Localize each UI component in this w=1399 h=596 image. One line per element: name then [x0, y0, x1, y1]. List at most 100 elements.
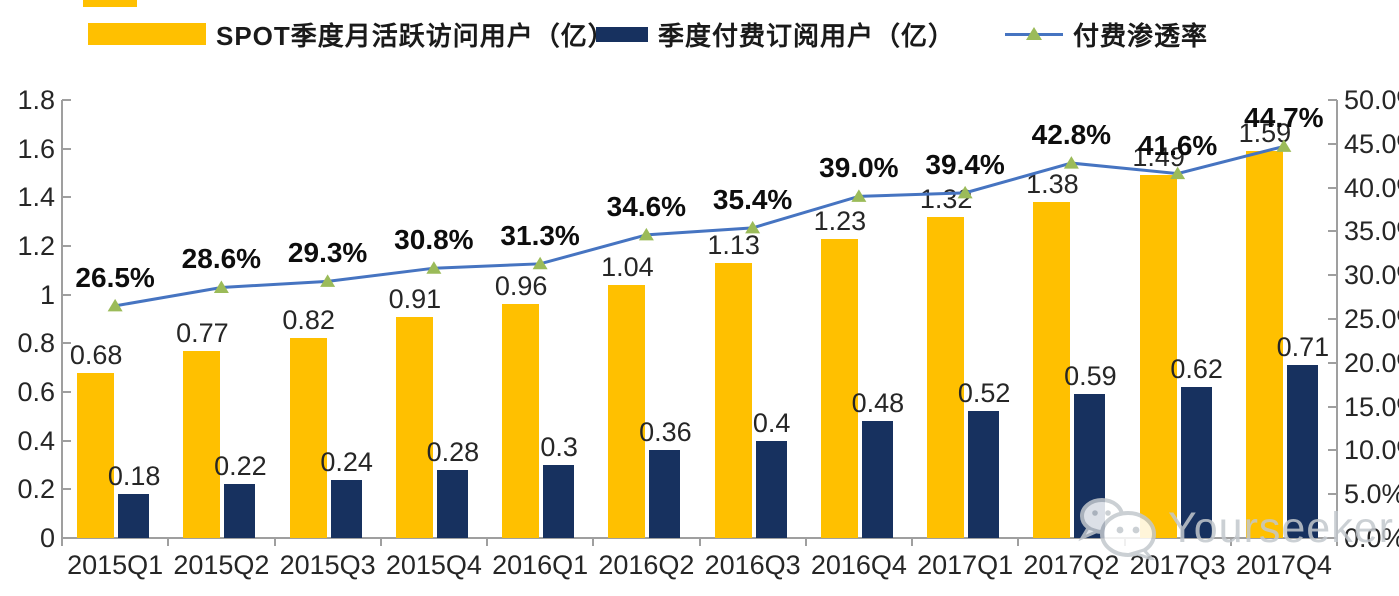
- bar-subscribers: [1286, 365, 1318, 538]
- triangle-marker: [1063, 156, 1079, 169]
- left-axis-label: 1.4: [17, 182, 55, 213]
- bar-subscribers: [861, 421, 893, 538]
- triangle-marker: [957, 185, 973, 199]
- triangle-marker: [320, 274, 336, 287]
- right-axis-label: 35.0%: [1344, 216, 1399, 247]
- bar-mau: [183, 350, 221, 538]
- left-axis-tick: [62, 439, 71, 442]
- x-axis-label: 2016Q4: [810, 550, 907, 580]
- left-axis-label: 0.8: [17, 328, 55, 359]
- x-axis-label: 2016Q1: [492, 550, 589, 580]
- bar-label-subscribers: 0.71: [1276, 332, 1330, 363]
- right-axis-tick: [1328, 274, 1337, 277]
- x-axis-tick: [911, 538, 913, 546]
- x-axis-tick: [61, 538, 63, 546]
- left-axis-tick: [62, 488, 71, 491]
- left-axis-tick: [62, 99, 71, 101]
- right-axis-tick: [1328, 186, 1337, 189]
- cropped-bar-artifact: [83, 0, 137, 7]
- bar-subscribers: [649, 450, 681, 538]
- bar-label-subscribers: 0.18: [107, 461, 161, 492]
- bar-label-mau: 1.13: [707, 230, 760, 261]
- triangle-marker: [638, 227, 654, 241]
- penetration-label: 29.3%: [287, 237, 368, 269]
- left-axis-label: 1.8: [17, 85, 55, 115]
- right-axis-label: 0.0%: [1344, 523, 1399, 553]
- right-axis-tick: [1328, 449, 1337, 452]
- triangle-marker: [532, 256, 548, 270]
- penetration-label: 31.3%: [500, 219, 580, 251]
- left-axis-line: [61, 100, 63, 540]
- x-axis-label: 2016Q3: [704, 550, 801, 580]
- right-axis-label: 5.0%: [1344, 479, 1399, 510]
- legend-label-mau: SPOT季度月活跃访问用户（亿）: [216, 20, 615, 51]
- bar-label-subscribers: 0.62: [1170, 354, 1223, 385]
- legend-item-subscribers: 季度付费订阅用户（亿）: [596, 16, 955, 52]
- left-axis-label: 0: [39, 523, 55, 553]
- x-axis-tick: [273, 538, 276, 546]
- bar-mau: [714, 263, 752, 538]
- bar-mau: [77, 372, 115, 538]
- bar-label-subscribers: 0.36: [639, 417, 692, 448]
- x-axis-label: 2015Q2: [173, 550, 270, 580]
- left-axis-tick: [62, 147, 71, 150]
- right-axis-label: 25.0%: [1344, 304, 1399, 334]
- penetration-label: 26.5%: [75, 261, 155, 293]
- x-axis-tick: [804, 538, 807, 546]
- right-axis-tick: [1328, 361, 1337, 364]
- bar-mau: [502, 304, 540, 538]
- x-axis-label: 2015Q1: [67, 550, 164, 580]
- bar-mau: [1033, 202, 1071, 538]
- bar-label-mau: 0.96: [494, 271, 548, 302]
- penetration-label: 28.6%: [181, 243, 262, 275]
- bar-label-mau: 1.23: [813, 205, 867, 236]
- penetration-line: [107, 139, 1292, 312]
- right-axis-tick: [1328, 230, 1337, 233]
- x-axis-label: 2017Q1: [917, 550, 1014, 580]
- triangle-marker: [745, 220, 761, 234]
- right-axis-label: 15.0%: [1344, 391, 1399, 422]
- x-axis-tick: [1336, 538, 1338, 546]
- bar-mau: [1139, 175, 1177, 538]
- bar-label-mau: 0.77: [176, 317, 229, 348]
- penetration-label: 35.4%: [712, 183, 793, 215]
- right-axis-tick: [1328, 405, 1337, 408]
- left-axis-tick: [62, 293, 71, 296]
- x-axis-label: 2016Q2: [598, 550, 695, 580]
- bar-label-subscribers: 0.59: [1064, 361, 1117, 392]
- bar-label-subscribers: 0.28: [426, 436, 480, 467]
- bar-subscribers: [330, 479, 362, 538]
- left-axis-tick: [62, 196, 71, 199]
- right-axis-label: 45.0%: [1344, 128, 1399, 159]
- bar-mau: [927, 216, 965, 538]
- left-axis-tick: [62, 245, 71, 247]
- watermark-text: Yourseeker: [1168, 503, 1394, 552]
- penetration-label: 39.4%: [925, 148, 1005, 180]
- left-axis-label: 1.6: [17, 133, 55, 164]
- left-axis-tick: [62, 537, 71, 539]
- triangle-marker: [213, 280, 229, 293]
- bar-label-subscribers: 0.4: [752, 407, 791, 438]
- wechat-icon: [1078, 498, 1156, 560]
- right-axis-label: 50.0%: [1344, 85, 1399, 115]
- bar-label-mau: 0.82: [282, 305, 335, 336]
- right-axis-tick: [1328, 537, 1337, 539]
- x-axis-label: 2017Q2: [1023, 550, 1120, 580]
- x-axis-tick: [486, 538, 488, 546]
- bar-subscribers: [755, 440, 787, 538]
- right-axis-label: 40.0%: [1344, 172, 1399, 203]
- x-axis-tick: [698, 538, 701, 546]
- x-axis-tick: [379, 538, 382, 546]
- x-axis-tick: [592, 538, 595, 546]
- triangle-marker: [107, 298, 123, 312]
- right-axis-label: 20.0%: [1344, 347, 1399, 378]
- bar-subscribers: [1180, 387, 1212, 538]
- x-axis-label: 2015Q3: [279, 550, 376, 580]
- right-axis-label: 30.0%: [1344, 260, 1399, 291]
- legend-label-subscribers: 季度付费订阅用户（亿）: [658, 20, 956, 51]
- legend-item-mau: SPOT季度月活跃访问用户（亿）: [88, 16, 615, 52]
- x-axis-label: 2015Q4: [385, 550, 482, 580]
- triangle-marker: [851, 189, 867, 202]
- bar-subscribers: [543, 465, 575, 538]
